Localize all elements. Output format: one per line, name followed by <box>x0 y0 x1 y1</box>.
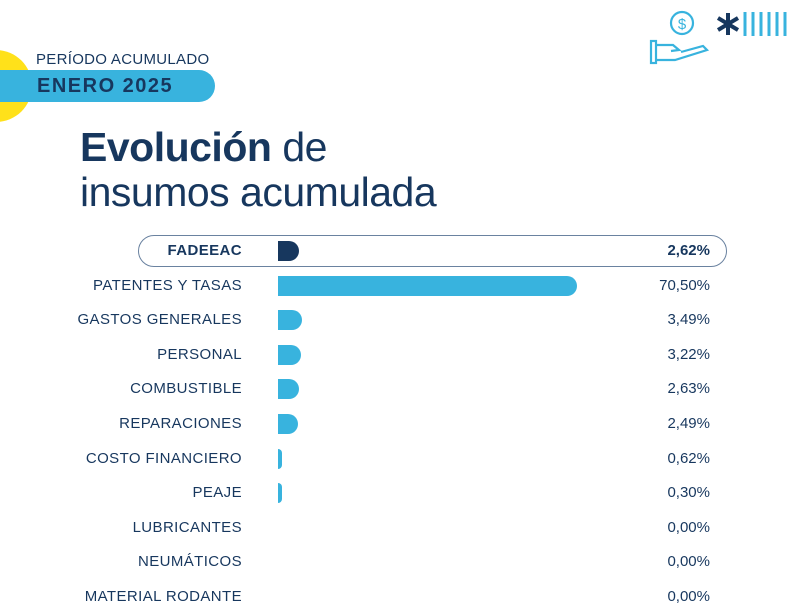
value-label: 0,00% <box>667 553 710 571</box>
value-label: 0,62% <box>667 449 710 467</box>
value-label: 2,49% <box>667 415 710 432</box>
bar <box>278 310 303 331</box>
bar-row: FADEEAC 2,62% <box>0 236 800 266</box>
category-label: NEUMÁTICOS <box>137 553 242 571</box>
category-label: REPARACIONES <box>119 415 242 432</box>
category-label: PEAJE <box>192 484 242 502</box>
header-icons: $ <box>645 8 795 73</box>
value-label: 0,30% <box>667 484 710 502</box>
category-label: GASTOS GENERALES <box>77 311 242 329</box>
bar-row: PEAJE 0,30% <box>0 478 800 508</box>
bar-row: NEUMÁTICOS 0,00% <box>0 547 800 577</box>
bar <box>278 414 299 434</box>
bar-row: MATERIAL RODANTE 0,00% <box>0 582 800 612</box>
title-line2: insumos acumulada <box>80 169 437 215</box>
period-value: ENERO 2025 <box>37 75 174 97</box>
bar-row: REPARACIONES 2,49% <box>0 409 800 439</box>
bar <box>278 275 578 296</box>
bar-row: GASTOS GENERALES 3,49% <box>0 305 800 335</box>
bar-row: PATENTES Y TASAS 70,50% <box>0 271 800 301</box>
bar <box>278 344 302 365</box>
value-label: 3,22% <box>667 345 710 363</box>
bar-row: LUBRICANTES 0,00% <box>0 513 800 543</box>
bar <box>278 483 282 504</box>
bar-row: COSTO FINANCIERO 0,62% <box>0 444 800 474</box>
bar <box>278 379 299 400</box>
value-label: 70,50% <box>659 276 710 294</box>
value-label: 0,00% <box>667 518 710 536</box>
category-label: PATENTES Y TASAS <box>93 276 242 294</box>
asterisk-logo-icon <box>716 13 740 35</box>
bar <box>278 448 282 469</box>
category-label: FADEEAC <box>167 242 242 259</box>
category-label: COMBUSTIBLE <box>130 380 242 398</box>
page-title: Evolución de insumos acumulada <box>80 124 437 215</box>
value-label: 2,62% <box>667 242 710 259</box>
highlight-row-outline <box>138 235 727 267</box>
value-label: 3,49% <box>667 311 710 329</box>
category-label: LUBRICANTES <box>132 518 242 536</box>
value-label: 0,00% <box>667 588 710 605</box>
bar-row: COMBUSTIBLE 2,63% <box>0 374 800 404</box>
period-label: PERÍODO ACUMULADO <box>36 51 210 68</box>
stripes-icon <box>743 12 787 36</box>
hand-money-icon: $ <box>649 10 710 65</box>
category-label: MATERIAL RODANTE <box>84 588 242 605</box>
period-pill <box>0 70 215 102</box>
value-label: 2,63% <box>667 380 710 398</box>
title-bold: Evolución <box>80 124 272 170</box>
bar <box>278 241 299 261</box>
category-label: PERSONAL <box>157 345 242 363</box>
title-rest: de <box>271 124 327 170</box>
category-label: COSTO FINANCIERO <box>85 449 242 467</box>
svg-text:$: $ <box>678 16 687 33</box>
bar-row: PERSONAL 3,22% <box>0 340 800 370</box>
